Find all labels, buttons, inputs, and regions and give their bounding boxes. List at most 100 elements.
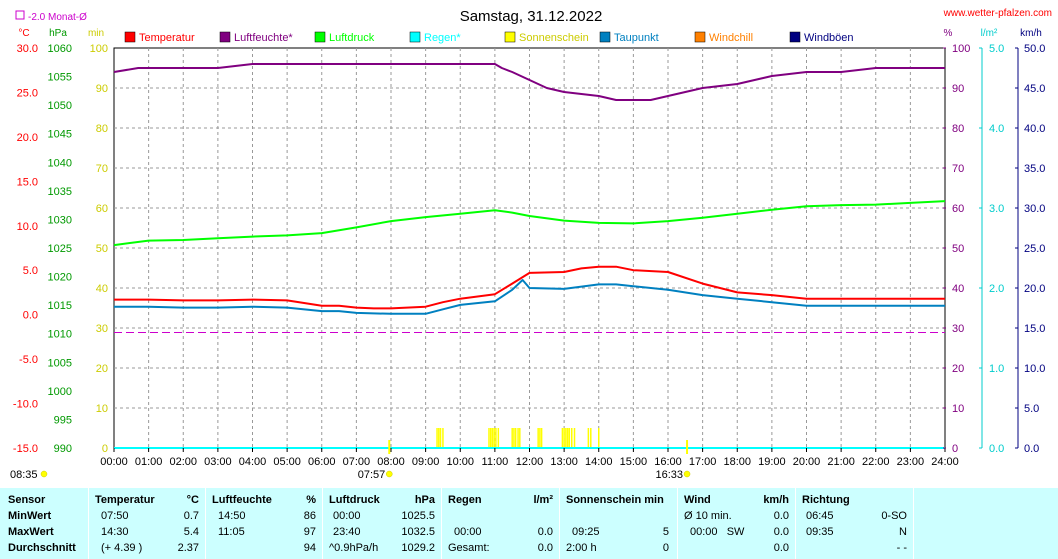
sun-total-value: 0	[662, 542, 669, 554]
y-tick-label-temperature: 15.0	[17, 176, 38, 188]
y-tick-label-pressure: 1015	[48, 300, 72, 312]
stats-col-direction: Richtung 06:45 0-SO 09:35 N - -	[796, 488, 914, 559]
x-tick-label: 11:00	[482, 456, 509, 468]
sun-marker-icon	[386, 470, 393, 478]
press-trend: ^0.9hPa/h	[329, 542, 379, 554]
y-tick-label-wind: 0.0	[1024, 443, 1039, 455]
y-tick-label-pressure: 1040	[48, 157, 72, 169]
x-tick-label: 00:00	[100, 456, 128, 468]
hum-max-time: 11:05	[218, 526, 245, 538]
y-tick-label-rain: 2.0	[989, 283, 1004, 295]
unit-sunshine: min	[88, 28, 104, 39]
y-tick-label-rain: 3.0	[989, 203, 1004, 215]
y-tick-label-sunshine: 60	[96, 203, 108, 215]
y-tick-label-humidity: 0	[952, 443, 958, 455]
hdr-hum-unit: %	[306, 494, 316, 506]
y-tick-label-temperature: 10.0	[17, 221, 38, 233]
wind-avg10-label: Ø 10 min.	[684, 510, 732, 522]
row-label-avg: Durchschnitt	[8, 542, 76, 554]
y-tick-label-rain: 1.0	[989, 363, 1004, 375]
y-tick-label-sunshine: 10	[96, 403, 108, 415]
weather-chart: 07:57 16:33 00:00 01:00 02:00 03:00 04:00 05:0…	[0, 0, 1058, 488]
legend-label-windchill: Windchill	[709, 32, 753, 44]
y-tick-label-temperature: 25.0	[17, 87, 38, 99]
hdr-sensor: Sensor	[8, 494, 46, 506]
temp-avg-range: (+ 4.39 )	[101, 542, 143, 554]
y-tick-label-humidity: 40	[952, 283, 964, 295]
hdr-wind: Wind	[684, 494, 711, 506]
hdr-pressure: Luftdruck	[329, 494, 380, 506]
chart-background	[0, 0, 1058, 488]
y-tick-label-sunshine: 80	[96, 123, 108, 135]
hdr-temp-unit: °C	[186, 494, 199, 506]
legend-label-dewpoint: Taupunkt	[614, 32, 659, 44]
y-tick-label-wind: 10.0	[1024, 363, 1045, 375]
hum-max-value: 97	[303, 526, 316, 538]
stats-col-pressure: Luftdruck hPa 00:00 1025.5 23:40 1032.5 …	[323, 488, 442, 559]
y-tick-label-temperature: 30.0	[17, 43, 38, 55]
legend: Temperatur Luftfeuchte* Luftdruck Regen* Son…	[124, 31, 854, 44]
sunrise-marker-icon	[40, 470, 48, 478]
dir-max-time: 09:35	[806, 526, 834, 538]
unit-pressure: hPa	[49, 28, 67, 39]
x-tick-label: 18:00	[723, 456, 751, 468]
y-tick-label-wind: 20.0	[1024, 283, 1045, 295]
y-tick-label-pressure: 1005	[48, 357, 72, 369]
legend-swatch-sunshine	[504, 31, 516, 43]
y-tick-label-humidity: 50	[952, 243, 964, 255]
y-tick-label-temperature: 0.0	[23, 310, 38, 322]
grid	[113, 47, 946, 449]
series-line-humidity	[113, 63, 945, 101]
press-max-time: 23:40	[333, 526, 361, 538]
y-tick-label-sunshine: 90	[96, 83, 108, 95]
y-tick-label-temperature: -10.0	[13, 399, 38, 411]
y-tick-label-temperature: -5.0	[19, 354, 38, 366]
y-tick-label-wind: 15.0	[1024, 323, 1045, 335]
y-tick-label-temperature: -15.0	[13, 443, 38, 455]
rain-max-time: 00:00	[454, 526, 482, 538]
unit-humidity: %	[944, 28, 953, 39]
rain-total-value: 0.0	[537, 542, 553, 554]
stats-col-temperature: Temperatur °C 07:50 0.7 14:30 5.4 (+ 4.3…	[89, 488, 206, 559]
site-url[interactable]: www.wetter-pfalzen.com	[943, 8, 1052, 19]
y-tick-label-sunshine: 70	[96, 163, 108, 175]
rain-total-label: Gesamt:	[448, 542, 490, 554]
y-tick-label-humidity: 90	[952, 83, 964, 95]
month-avg-label: -2.0 Monat-Ø	[28, 12, 87, 23]
legend-label-sunshine: Sonnenschein	[519, 32, 589, 44]
y-tick-label-sunshine: 30	[96, 323, 108, 335]
series-line-pressure	[113, 200, 946, 247]
hdr-sunshine: Sonnenschein min	[566, 494, 664, 506]
marker-label-0835: 08:35	[10, 469, 38, 481]
sun-max-value: 5	[662, 526, 669, 538]
y-tick-label-humidity: 100	[952, 43, 970, 55]
unit-rain: l/m²	[981, 28, 998, 39]
rain-max-value: 0.0	[537, 526, 553, 538]
y-tick-label-pressure: 995	[54, 414, 72, 426]
row-label-min: MinWert	[8, 510, 52, 522]
y-tick-label-pressure: 1020	[48, 272, 72, 284]
y-tick-label-wind: 45.0	[1024, 83, 1045, 95]
hum-min-value: 86	[303, 510, 316, 522]
x-tick-label: 13:00	[550, 456, 578, 468]
unit-temperature: °C	[18, 28, 29, 39]
hdr-wind-unit: km/h	[763, 494, 789, 506]
x-tick-label: 14:00	[585, 456, 613, 468]
y-tick-label-wind: 50.0	[1024, 43, 1045, 55]
x-tick-label: 07:00	[343, 456, 371, 468]
y-tick-label-temperature: 5.0	[23, 265, 38, 277]
temp-min-time: 07:50	[101, 510, 129, 522]
unit-wind: km/h	[1020, 28, 1042, 39]
y-tick-label-pressure: 1055	[48, 72, 72, 84]
wind-avg-value: 0.0	[773, 542, 789, 554]
legend-swatch-windchill	[694, 31, 706, 43]
x-tick-label: 15:00	[620, 456, 648, 468]
wind-avg10-value: 0.0	[773, 510, 789, 522]
y-tick-label-wind: 30.0	[1024, 203, 1045, 215]
legend-swatch-gusts	[789, 31, 801, 43]
wind-max-time-dir: 00:00 SW	[690, 526, 745, 538]
sun-total-duration: 2:00 h	[566, 542, 597, 554]
press-avg-value: 1029.2	[401, 542, 435, 554]
dir-max-value: N	[899, 526, 907, 538]
temp-avg-value: 2.37	[177, 542, 199, 554]
